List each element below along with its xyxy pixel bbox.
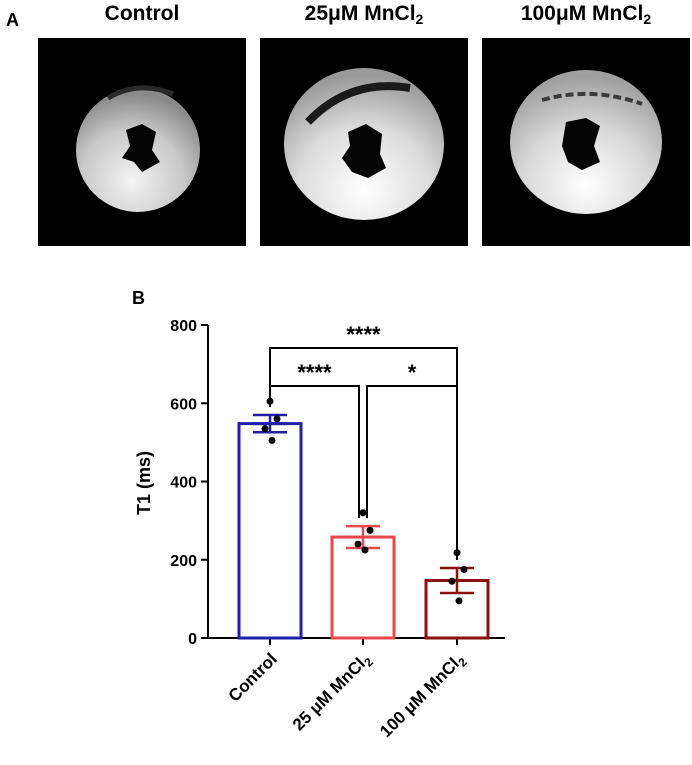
mri-title-100um: 100μM MnCl2	[520, 2, 652, 27]
y-tick-label: 800	[170, 318, 197, 335]
y-tick-label: 600	[170, 396, 197, 413]
significance-bracket	[366, 385, 458, 560]
x-tick-label: 25 μM MnCl2	[289, 649, 376, 736]
data-point	[268, 436, 276, 444]
mri-image-25um	[260, 38, 468, 246]
significance-bracket	[269, 385, 360, 519]
y-tick-label: 400	[170, 475, 197, 492]
bar	[237, 422, 303, 640]
data-point	[460, 566, 468, 574]
y-axis-label: T1 (ms)	[134, 451, 154, 515]
panel-a-label: A	[6, 10, 19, 30]
significance-label: ****	[297, 360, 332, 385]
panel-b-label: B	[132, 288, 145, 308]
mri-title-control: Control	[104, 2, 180, 25]
data-point	[361, 546, 369, 554]
data-point	[354, 540, 362, 548]
mri-image-100um	[482, 38, 690, 246]
data-point	[359, 509, 367, 517]
x-tick-label: 100 μM MnCl2	[376, 649, 470, 743]
y-tick-label: 200	[170, 553, 197, 570]
data-point	[455, 597, 463, 605]
significance-label: ****	[346, 322, 381, 347]
x-tick-label: Control	[225, 649, 281, 705]
data-point	[273, 415, 281, 423]
data-point	[448, 577, 456, 585]
data-point	[261, 425, 269, 433]
data-point	[366, 526, 374, 534]
mri-title-25um: 25μM MnCl2	[304, 2, 424, 27]
y-tick-label: 0	[188, 631, 197, 648]
significance-label: *	[408, 360, 417, 385]
mri-image-control	[38, 38, 246, 246]
